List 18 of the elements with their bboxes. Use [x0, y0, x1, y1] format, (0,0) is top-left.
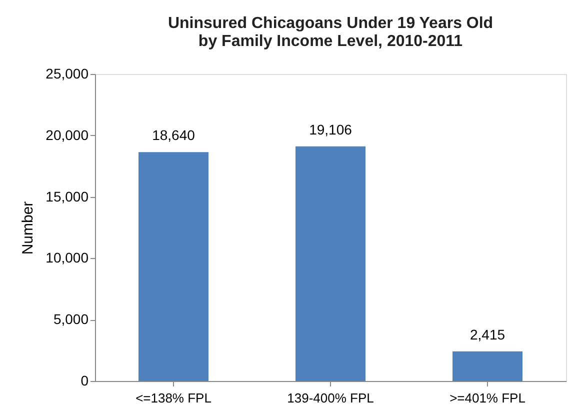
y-tick-label: 25,000 — [46, 66, 89, 82]
y-tick-label: 0 — [80, 372, 89, 388]
text: Uninsured Chicagoans Under 19 Years Old — [168, 15, 494, 32]
y-axis-title: Number — [20, 201, 37, 255]
bar — [296, 146, 366, 381]
bar — [138, 152, 208, 381]
y-tick-label: 20,000 — [46, 126, 89, 143]
data-label: 18,640 — [152, 127, 196, 144]
x-tick-label: >=401% FPL — [450, 390, 526, 406]
data-label: 19,106 — [309, 121, 352, 138]
y-tick-label: 10,000 — [46, 250, 89, 266]
bar — [452, 351, 522, 381]
y-tick-label: 15,000 — [46, 188, 89, 204]
x-tick-label: 139-400% FPL — [287, 390, 374, 406]
data-label: 2,415 — [470, 326, 506, 342]
text: by Family Income Level, 2010-2011 — [198, 33, 463, 50]
y-tick-label: 5,000 — [53, 311, 89, 328]
x-tick-label: <=138% FPL — [136, 390, 212, 406]
